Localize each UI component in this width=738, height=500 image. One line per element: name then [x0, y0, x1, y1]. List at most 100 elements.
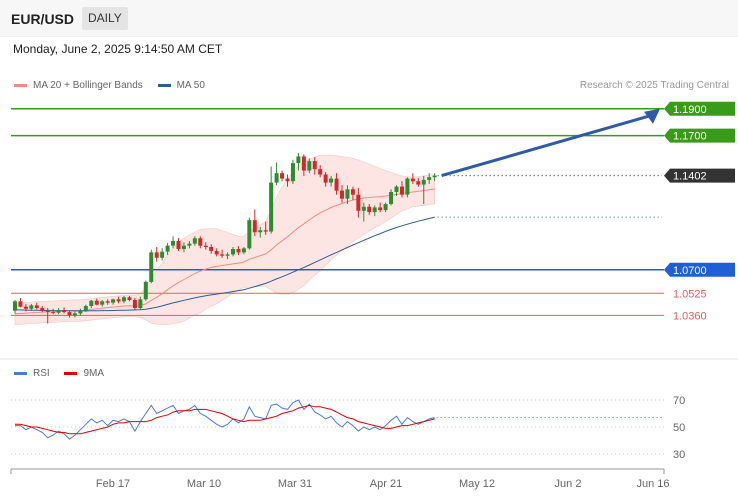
x-tick-label-4: May 12: [459, 478, 495, 490]
candle-body-1: [18, 301, 23, 307]
candle-body-4: [34, 305, 39, 309]
level-label-5: 1.0360: [673, 310, 707, 322]
candle-body-46: [263, 230, 268, 232]
candle-body-40: [231, 249, 235, 255]
rsi-level-label-50: 50: [673, 422, 685, 434]
rsi-level-label-30: 30: [673, 449, 685, 461]
candle-body-12: [78, 310, 83, 314]
candle-body-72: [405, 178, 410, 195]
key-levels: 1.1900 1.1700 1.1402 1.0700 1.0525 1.0360: [11, 101, 735, 322]
candle-body-56: [318, 169, 323, 175]
candle-body-10: [67, 312, 72, 316]
rsi-ma9-line: [15, 404, 435, 435]
resistance-label-box-1: [664, 128, 735, 143]
level-label-1: 1.1700: [673, 131, 707, 143]
x-tick-label-5: Jun 2: [555, 478, 582, 490]
candle-body-30: [176, 240, 181, 250]
candle-body-23: [138, 299, 143, 309]
candle-body-15: [94, 300, 99, 305]
bollinger-band-area: [14, 154, 436, 325]
x-tick-label-1: Mar 10: [187, 478, 221, 490]
candle-body-71: [399, 186, 404, 195]
legend-item-ma20-bollinger: MA 20 + Bollinger Bands: [14, 80, 143, 91]
candle-body-61: [345, 189, 350, 199]
legend-item-ma50: MA 50: [157, 80, 205, 91]
level-label-4: 1.0525: [673, 288, 707, 300]
candle-body-0: [13, 301, 17, 311]
rsi-legend: RSI 9MA: [14, 368, 116, 379]
candle-body-58: [329, 178, 334, 183]
candle-body-18: [111, 299, 116, 303]
candle-body-38: [220, 254, 225, 256]
candle-body-75: [421, 179, 426, 185]
candle-body-67: [378, 207, 383, 211]
candle-body-13: [83, 306, 88, 311]
candle-body-74: [416, 181, 421, 185]
target-arrow-head: [644, 108, 660, 124]
rsi-level-label-70: 70: [673, 395, 685, 407]
candle-body-17: [105, 301, 110, 303]
candle-body-42: [241, 248, 246, 253]
candle-body-32: [187, 243, 192, 246]
last-label-box-2: [664, 168, 735, 183]
candle-body-49: [280, 173, 285, 179]
legend-item-rsi-9ma: 9MA: [64, 368, 104, 379]
candle-body-65: [367, 206, 372, 213]
candles: [13, 153, 437, 324]
candle-body-9: [62, 310, 67, 313]
candle-body-37: [214, 251, 219, 255]
target-arrow: [441, 108, 660, 178]
bollinger-bands: [14, 154, 436, 325]
x-tick-label-0: Feb 17: [96, 478, 130, 490]
x-axis: Feb 17 Mar 10 Mar 31 Apr 21 May 12 Jun 2 Jun 1…: [10, 468, 670, 490]
candle-body-25: [149, 252, 154, 282]
candle-body-50: [285, 178, 290, 182]
candle-body-55: [312, 161, 317, 170]
candle-body-70: [394, 186, 399, 192]
candle-body-29: [171, 240, 176, 246]
period-button[interactable]: DAILY: [82, 7, 128, 30]
legend-item-rsi: RSI: [14, 368, 50, 379]
candle-body-48: [274, 173, 279, 183]
candle-body-45: [258, 230, 263, 233]
chart-header-bar: EUR/USD DAILY: [0, 0, 738, 37]
candle-body-60: [340, 190, 344, 199]
candle-body-16: [100, 301, 105, 305]
x-tick-label-6: Jun 16: [636, 478, 669, 490]
candle-body-59: [334, 178, 339, 191]
candle-body-47: [269, 182, 274, 232]
candle-body-27: [160, 251, 165, 258]
candle-body-69: [389, 191, 394, 205]
candle-body-53: [301, 156, 306, 171]
resistance-label-box-0: [664, 101, 735, 116]
candle-body-66: [372, 207, 377, 213]
candle-body-33: [192, 238, 197, 244]
candle-body-68: [383, 204, 388, 211]
candle-body-34: [198, 238, 203, 246]
chart-datetime: Monday, June 2, 2025 9:14:50 AM CET: [13, 42, 223, 56]
candle-body-28: [165, 245, 170, 252]
candle-body-24: [143, 281, 148, 300]
candle-body-5: [40, 308, 45, 311]
candle-body-77: [432, 175, 437, 178]
candle-body-51: [290, 163, 295, 182]
candle-body-64: [361, 206, 366, 211]
symbol-label: EUR/USD: [11, 11, 75, 27]
x-tick-label-2: Mar 31: [278, 478, 312, 490]
candle-body-6: [45, 310, 50, 313]
ma50-line: [14, 216, 435, 312]
candle-body-22: [132, 299, 137, 309]
level-label-2: 1.1402: [673, 171, 707, 183]
candle-body-26: [154, 252, 159, 258]
candle-body-8: [56, 310, 61, 313]
level-label-3: 1.0700: [673, 265, 707, 277]
main-legend: MA 20 + Bollinger Bands MA 50: [14, 80, 217, 91]
candle-body-41: [236, 249, 241, 253]
candle-body-2: [23, 306, 28, 309]
target-arrow-shaft: [441, 114, 651, 178]
x-tick-label-3: Apr 21: [370, 478, 402, 490]
candle-body-31: [181, 245, 186, 250]
candle-body-52: [296, 156, 301, 164]
candle-body-63: [356, 194, 361, 211]
